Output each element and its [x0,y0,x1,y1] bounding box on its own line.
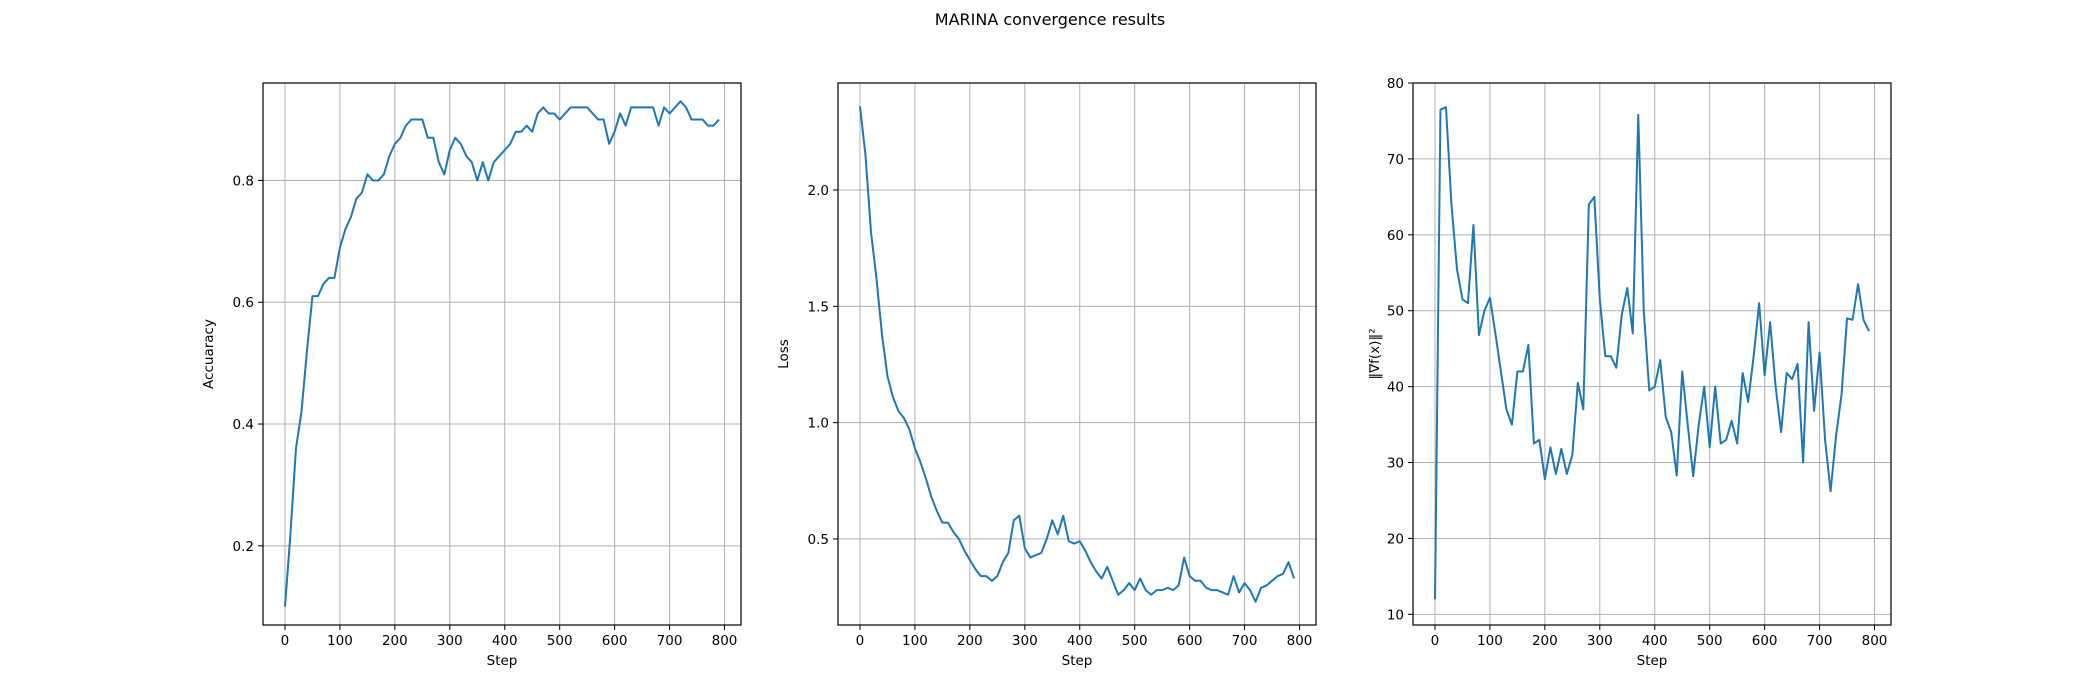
x-axis-label: Step [487,653,518,669]
x-tick-label: 400 [1067,633,1093,649]
x-tick-label: 400 [1642,633,1668,649]
axes-frame [837,82,1317,626]
x-tick-label: 700 [657,633,683,649]
y-tick-label: 30 [1387,456,1404,472]
y-tick-label: 0.8 [233,173,254,189]
series-line [1433,106,1870,600]
x-tick-label: 800 [712,633,738,649]
x-tick-label: 100 [1477,633,1503,649]
y-axis-label: ‖∇f(x)‖² [1367,328,1383,379]
y-tick-label: 80 [1387,76,1404,92]
axes-frame [262,82,742,626]
series-line [283,100,720,607]
accuracy-chart: 0 100 200 300 400 500 600 700 800 0.2 0.4 0.6 0.8 Ste… [201,82,742,669]
x-tick-label: 300 [1587,633,1613,649]
data-points [859,105,1295,603]
y-tick-label: 40 [1387,380,1404,396]
x-tick-label: 500 [1122,633,1148,649]
y-tick-label: 0.6 [233,295,254,311]
x-tick-label: 300 [1012,633,1038,649]
y-tick-label: 0.4 [233,417,254,433]
y-tick-label: 1.0 [808,416,829,432]
x-tick-label: 700 [1807,633,1833,649]
figure-title: MARINA convergence results [934,10,1166,29]
x-tick-label: 0 [856,633,865,649]
x-tick-label: 200 [1532,633,1558,649]
x-tick-label: 500 [1697,633,1723,649]
gridlines [838,83,1316,625]
data-points [284,100,720,608]
x-tick-label: 200 [382,633,408,649]
x-axis-label: Step [1062,653,1093,669]
x-tick-label: 0 [1431,633,1440,649]
x-tick-label: 700 [1232,633,1258,649]
y-tick-label: 1.5 [808,299,829,315]
x-tick-label: 0 [281,633,290,649]
loss-chart: 0 100 200 300 400 500 600 700 800 0.5 1.0 1.5 2.0 Ste… [776,82,1317,669]
y-tick-label: 2.0 [808,183,829,199]
y-tick-label: 10 [1387,607,1404,623]
y-tick-label: 70 [1387,152,1404,168]
y-tick-label: 0.2 [233,539,254,555]
axes-frame [1412,82,1892,626]
y-axis-label: Accuaracy [201,319,217,389]
x-tick-label: 600 [1177,633,1203,649]
x-tick-label: 600 [1752,633,1778,649]
x-tick-label: 600 [602,633,628,649]
series-line [858,106,1295,603]
x-tick-label: 100 [327,633,353,649]
x-tick-label: 800 [1862,633,1888,649]
x-tick-label: 500 [547,633,573,649]
y-tick-label: 60 [1387,228,1404,244]
y-tick-label: 50 [1387,304,1404,320]
x-axis-label: Step [1637,653,1668,669]
x-tick-label: 100 [902,633,928,649]
gridlines [263,83,741,625]
x-tick-label: 300 [437,633,463,649]
x-tick-label: 400 [492,633,518,649]
y-axis-label: Loss [776,339,792,369]
gradient-norm-chart: 0 100 200 300 400 500 600 700 800 10 20 30 40 50 60 70 8… [1367,76,1892,669]
y-tick-label: 20 [1387,531,1404,547]
x-tick-label: 800 [1287,633,1313,649]
y-tick-label: 0.5 [808,532,829,548]
x-tick-label: 200 [957,633,983,649]
